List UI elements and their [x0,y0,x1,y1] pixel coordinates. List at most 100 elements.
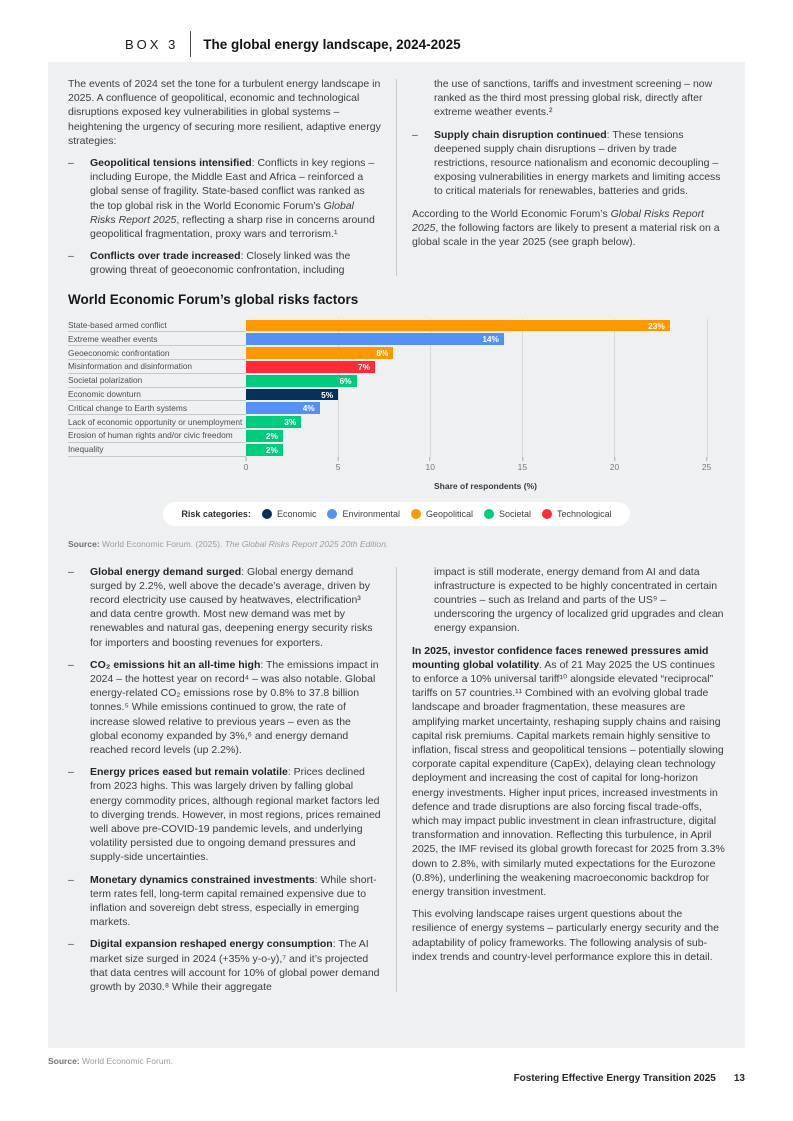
tick-mark [337,456,339,461]
tick-label: 15 [517,461,528,472]
paragraph: impact is still moderate, energy demand … [412,565,725,636]
text-segment: : Global energy demand surged by 2.2%, w… [90,565,373,649]
text-segment: , reflecting a sharp rise in concerns ar… [90,213,375,241]
bar-category-label: State-based armed conflict [68,319,246,333]
bar: 6% [246,374,357,387]
legend-item: Environmental [327,508,400,519]
bullet-dash: – [68,873,74,886]
bar-category-label: Extreme weather events [68,332,246,347]
legend-color-dot [410,508,421,519]
tick-mark [429,456,431,461]
bar: 4% [246,402,320,415]
text-segment: the use of sanctions, tariffs and invest… [434,78,713,119]
bullet-dash: – [412,128,418,141]
tick-label: 20 [609,461,620,472]
chart-source-label: Source: [68,538,100,549]
chart-bar-row: Misinformation and disinformation 7% [68,360,725,374]
chart-bar-row: Extreme weather events 14% [68,332,725,347]
legend-label: Geopolitical [425,508,474,519]
bullet-text: Digital expansion reshaped energy consum… [90,937,381,994]
chart-source-text: World Economic Forum. (2025). [99,538,225,549]
tick-label: 0 [243,461,249,472]
legend-color-dot [542,508,553,519]
text-segment: Energy prices eased but remain volatile [90,766,288,779]
text-segment: Global energy demand surged [90,565,242,578]
bar-plot-area: 2% [246,429,725,443]
column-divider [396,79,397,276]
legend-color-dot [327,508,338,519]
bullet-item: – CO₂ emissions hit an all-time high: The… [68,658,381,757]
page-footer: Fostering Effective Energy Transition 20… [514,1073,745,1084]
tick-mark [706,456,708,461]
tick-label: 25 [701,461,712,472]
chart-bar-row: Societal polarization 6% [68,374,725,388]
text-segment: : Conflicts in key regions – including E… [90,157,375,212]
bar: 3% [246,416,302,429]
gridline [522,318,524,457]
chart-x-axis-label: Share of respondents (%) [434,480,537,491]
bar-plot-area: 8% [246,346,725,360]
bar-value-label: 4% [302,403,315,414]
bar-value-label: 7% [357,361,370,372]
bullet-text: CO₂ emissions hit an all-time high: The … [90,658,381,757]
chart-x-axis: 0 5 10 15 20 25 [243,456,725,474]
bar-plot-area: 3% [246,415,725,429]
bar-value-label: 5% [321,389,334,400]
bar-category-label: Critical change to Earth systems [68,401,246,416]
gridline [338,318,340,457]
bullet-dash: – [68,565,74,578]
bar: 14% [246,333,504,346]
legend-item: Geopolitical [410,508,474,519]
bar-plot-area: 4% [246,401,725,415]
bar-plot-area: 23% [246,319,725,333]
legend-item: Societal [484,508,531,519]
bar-plot-area: 7% [246,360,725,374]
intro-right-column: the use of sanctions, tariffs and invest… [412,77,725,278]
chart-bar-row: State-based armed conflict 23% [68,319,725,333]
bullet-dash: – [68,658,74,671]
text-segment: Global Risks Report 2025 [90,199,354,226]
gridline [706,318,708,457]
paragraph: The events of 2024 set the tone for a tu… [68,77,381,148]
chart-legend: Risk categories: Economic Environmental Ge… [163,501,630,526]
paragraph: This evolving landscape raises urgent qu… [412,907,725,964]
chart-source: Source: World Economic Forum. (2025). Th… [68,539,725,549]
text-segment: : These tensions deepened supply chain d… [434,128,721,198]
page-number: 13 [733,1073,745,1084]
header-divider [190,31,192,57]
text-segment: Supply chain disruption continued [434,128,607,141]
paragraph: In 2025, investor confidence faces renew… [412,644,725,900]
bar-plot-area: 2% [246,443,725,457]
bullet-item: – Global energy demand surged: Global ene… [68,565,381,650]
page-title: The global energy landscape, 2024-2025 [203,36,461,52]
tick-mark [521,456,523,461]
paragraph: the use of sanctions, tariffs and invest… [412,77,725,120]
page-source: Source: World Economic Forum. [48,1056,173,1066]
gridline [430,318,432,457]
bullet-text: Geopolitical tensions intensified: Confl… [90,156,381,241]
content-panel: The events of 2024 set the tone for a tu… [48,62,745,1048]
text-segment: According to the World Economic Forum’s [412,207,611,220]
bar-category-label: Misinformation and disinformation [68,360,246,374]
legend-color-dot [261,508,272,519]
text-segment: : The emissions impact in 2024 – the hot… [90,658,379,757]
chart-rows: State-based armed conflict 23% Extreme wea… [68,318,725,457]
bullet-dash: – [68,250,74,263]
text-segment: CO₂ emissions hit an all-time high [90,658,261,671]
chart-bar-row: Inequality 2% [68,443,725,457]
bar-value-label: 6% [339,375,352,386]
text-segment: : The AI market size surged in 2024 (+35… [90,938,380,994]
column-divider [396,566,397,993]
paragraph: According to the World Economic Forum’s … [412,207,725,250]
text-segment: : While short-term rates fell, long-term… [90,873,377,929]
x-axis-tick: 10 [425,456,435,472]
bar-plot-area: 6% [246,374,725,388]
chart-bar-row: Critical change to Earth systems 4% [68,401,725,416]
bar: 7% [246,361,375,373]
legend-color-dot [484,508,495,519]
text-segment: This evolving landscape raises urgent qu… [412,908,719,963]
bar: 2% [246,430,283,442]
bullet-text: Supply chain disruption continued: These… [434,128,725,199]
page-source-text: World Economic Forum. [79,1056,174,1066]
